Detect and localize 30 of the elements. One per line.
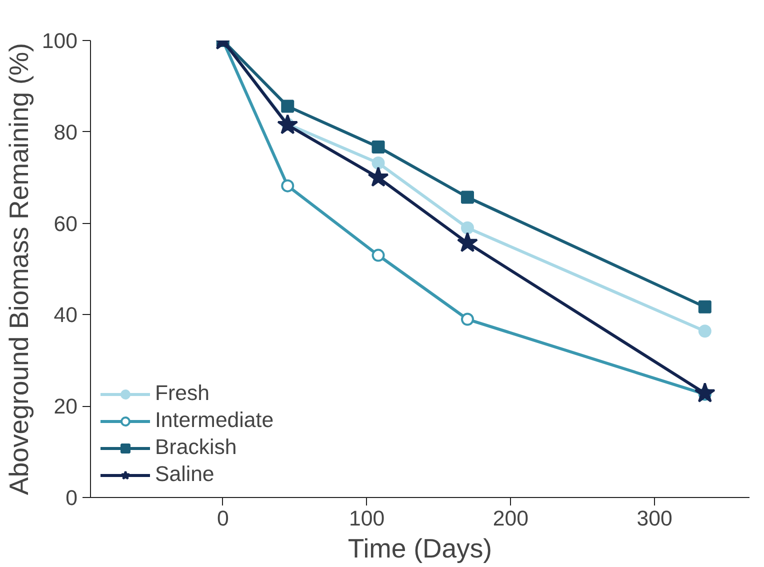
y-tick-label: 60 <box>54 212 78 236</box>
point <box>277 114 298 134</box>
point <box>460 190 474 204</box>
x-tick-label: 100 <box>348 506 385 530</box>
point <box>372 140 385 154</box>
point <box>368 166 389 187</box>
legend-label: Intermediate <box>155 408 274 433</box>
point <box>372 248 385 262</box>
point <box>456 232 478 252</box>
point <box>281 100 294 113</box>
y-axis-title: Aboveground Biomass Remaining (%) <box>4 43 34 495</box>
y-tick-label: 80 <box>54 120 78 144</box>
legend-label: Brackish <box>155 435 237 460</box>
point <box>698 300 712 314</box>
point <box>694 382 716 402</box>
point <box>281 179 294 192</box>
legend-label: Fresh <box>155 381 210 406</box>
y-tick-label: 0 <box>66 486 78 510</box>
y-tick-label: 20 <box>54 394 78 419</box>
point <box>372 156 385 170</box>
y-tick-label: 40 <box>54 303 78 328</box>
x-tick-label: 0 <box>216 506 229 530</box>
y-tick-label: 100 <box>42 29 78 53</box>
point <box>698 324 712 338</box>
x-tick-label: 300 <box>636 506 672 530</box>
point <box>460 221 474 234</box>
legend-label: Saline <box>155 462 214 487</box>
point <box>460 312 474 326</box>
x-axis-title: Time (Days) <box>348 534 492 564</box>
x-tick-label: 200 <box>492 506 529 530</box>
